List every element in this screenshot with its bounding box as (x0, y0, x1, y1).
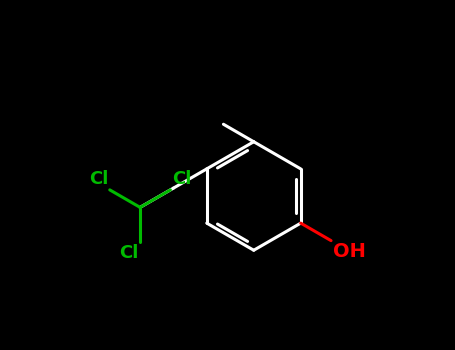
Text: Cl: Cl (119, 244, 138, 262)
Text: OH: OH (333, 242, 366, 261)
Text: Cl: Cl (172, 170, 192, 188)
Text: Cl: Cl (89, 170, 108, 188)
